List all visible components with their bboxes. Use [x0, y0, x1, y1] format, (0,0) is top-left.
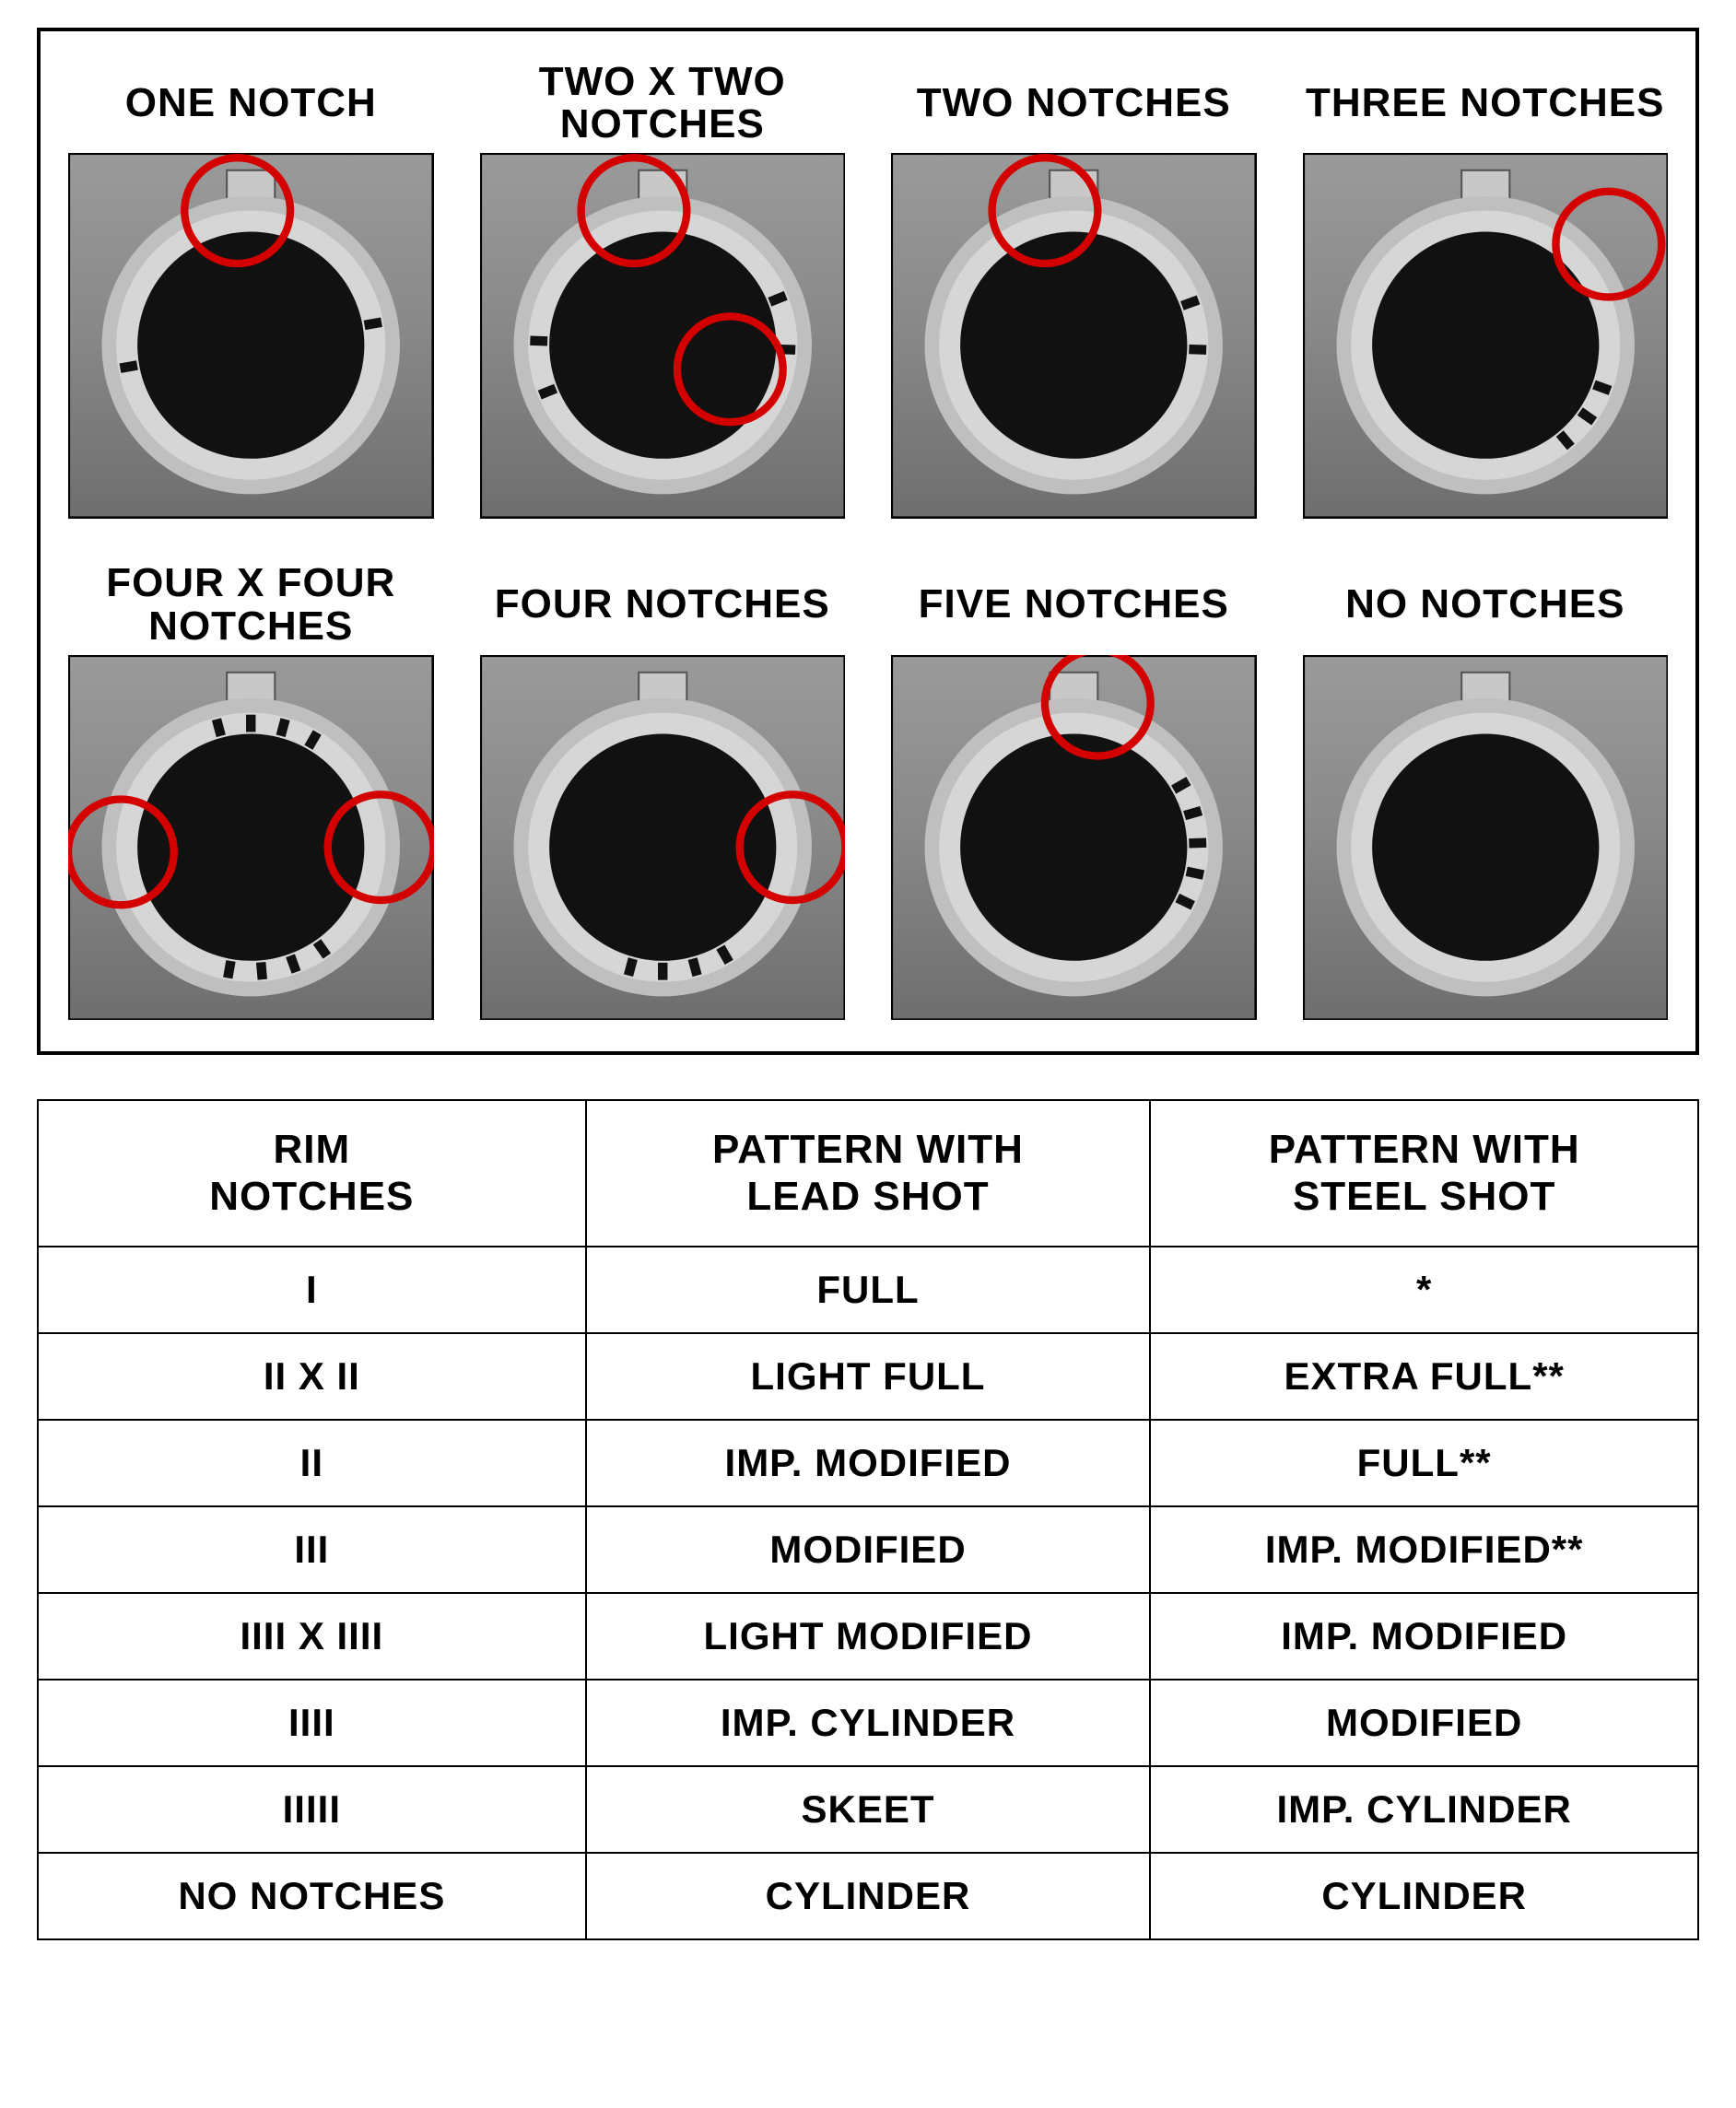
- table-cell: I: [38, 1247, 586, 1333]
- table-cell: II: [38, 1420, 586, 1506]
- table-cell: IIIII: [38, 1766, 586, 1853]
- table-row: NO NOTCHESCYLINDERCYLINDER: [38, 1853, 1698, 1939]
- notch-label: NO NOTCHES: [1345, 556, 1625, 655]
- table-cell: CYLINDER: [1150, 1853, 1698, 1939]
- table-cell: NO NOTCHES: [38, 1853, 586, 1939]
- table-cell: IMP. CYLINDER: [586, 1680, 1151, 1766]
- notch-label: TWO X TWO NOTCHES: [539, 53, 786, 153]
- table-cell: MODIFIED: [586, 1506, 1151, 1593]
- notch-cell-none: NO NOTCHES: [1303, 556, 1669, 1021]
- notch-cell-three: THREE NOTCHES: [1303, 53, 1669, 519]
- muzzle-diagram: [480, 655, 846, 1021]
- table-row: IIIMP. MODIFIEDFULL**: [38, 1420, 1698, 1506]
- table-cell: *: [1150, 1247, 1698, 1333]
- notch-label: FIVE NOTCHES: [919, 556, 1229, 655]
- notch-cell-four: FOUR NOTCHES: [480, 556, 846, 1021]
- table-cell: IMP. CYLINDER: [1150, 1766, 1698, 1853]
- table-cell: EXTRA FULL**: [1150, 1333, 1698, 1420]
- table-cell: IIII X IIII: [38, 1593, 586, 1680]
- notch-cell-two: TWO NOTCHES: [891, 53, 1257, 519]
- muzzle-diagram: [480, 153, 846, 519]
- notch-label: TWO NOTCHES: [917, 53, 1231, 153]
- page: ONE NOTCH TWO X TWO NOTCHES TWO NOTCHES THR…: [0, 0, 1736, 1977]
- muzzle-diagram: [68, 153, 434, 519]
- table-row: IIIMODIFIEDIMP. MODIFIED**: [38, 1506, 1698, 1593]
- table-cell: FULL: [586, 1247, 1151, 1333]
- notch-label: THREE NOTCHES: [1306, 53, 1664, 153]
- table-row: IIIIISKEETIMP. CYLINDER: [38, 1766, 1698, 1853]
- muzzle-diagram: [891, 153, 1257, 519]
- notch-cell-one: ONE NOTCH: [68, 53, 434, 519]
- table-cell: CYLINDER: [586, 1853, 1151, 1939]
- table-row: IIII X IIIILIGHT MODIFIEDIMP. MODIFIED: [38, 1593, 1698, 1680]
- table-cell: LIGHT MODIFIED: [586, 1593, 1151, 1680]
- table-cell: MODIFIED: [1150, 1680, 1698, 1766]
- notch-label: ONE NOTCH: [125, 53, 377, 153]
- muzzle-diagram: [1303, 655, 1669, 1021]
- table-header-cell: PATTERN WITH STEEL SHOT: [1150, 1100, 1698, 1247]
- notch-cell-two-x-two: TWO X TWO NOTCHES: [480, 53, 846, 519]
- table-cell: III: [38, 1506, 586, 1593]
- table-cell: LIGHT FULL: [586, 1333, 1151, 1420]
- table-cell: II X II: [38, 1333, 586, 1420]
- table-row: IIIIIMP. CYLINDERMODIFIED: [38, 1680, 1698, 1766]
- notch-cell-four-x-four: FOUR X FOUR NOTCHES: [68, 556, 434, 1021]
- table-header-row: RIM NOTCHESPATTERN WITH LEAD SHOTPATTERN…: [38, 1100, 1698, 1247]
- table-cell: SKEET: [586, 1766, 1151, 1853]
- notch-cell-five: FIVE NOTCHES: [891, 556, 1257, 1021]
- table-cell: FULL**: [1150, 1420, 1698, 1506]
- table-cell: IMP. MODIFIED: [586, 1420, 1151, 1506]
- table-cell: IMP. MODIFIED**: [1150, 1506, 1698, 1593]
- table-row: II X IILIGHT FULLEXTRA FULL**: [38, 1333, 1698, 1420]
- muzzle-diagram: [1303, 153, 1669, 519]
- table-cell: IIII: [38, 1680, 586, 1766]
- notch-label: FOUR NOTCHES: [495, 556, 830, 655]
- table-row: IFULL*: [38, 1247, 1698, 1333]
- muzzle-diagram: [68, 655, 434, 1021]
- choke-pattern-table: RIM NOTCHESPATTERN WITH LEAD SHOTPATTERN…: [37, 1099, 1699, 1940]
- muzzle-diagram: [891, 655, 1257, 1021]
- table-cell: IMP. MODIFIED: [1150, 1593, 1698, 1680]
- table-header-cell: RIM NOTCHES: [38, 1100, 586, 1247]
- notch-diagram-panel: ONE NOTCH TWO X TWO NOTCHES TWO NOTCHES THR…: [37, 28, 1699, 1055]
- notch-label: FOUR X FOUR NOTCHES: [106, 556, 395, 655]
- table-header-cell: PATTERN WITH LEAD SHOT: [586, 1100, 1151, 1247]
